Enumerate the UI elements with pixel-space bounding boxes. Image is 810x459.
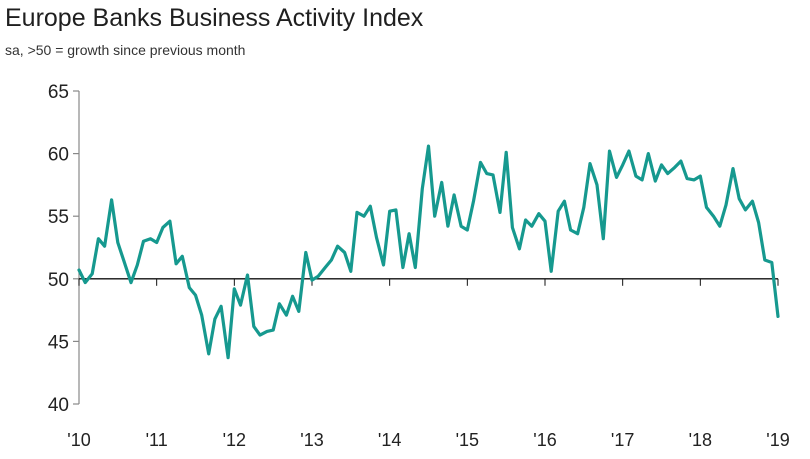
x-tick-label: '15 [456, 430, 479, 450]
x-tick-label: '18 [689, 430, 712, 450]
y-tick-label: 55 [48, 207, 69, 228]
y-tick-label: 40 [48, 395, 69, 416]
x-tick-label: '10 [67, 430, 90, 450]
y-tick-label: 50 [48, 270, 69, 291]
x-axis: '10 '11 '12 '13 '14 '15 '16 '17 '18 '19 [67, 278, 790, 450]
x-tick-label: '11 [146, 430, 168, 450]
series-line [77, 144, 780, 360]
y-tick-label: 60 [48, 145, 69, 166]
y-tick-label: 45 [48, 332, 69, 353]
y-tick-label: 65 [48, 82, 69, 103]
chart-subtitle: sa, >50 = growth since previous month [5, 42, 246, 58]
x-tick-label: '17 [611, 430, 634, 450]
x-tick-label: '13 [300, 430, 323, 450]
x-tick-label: '14 [378, 430, 401, 450]
chart-title: Europe Banks Business Activity Index [5, 4, 424, 32]
x-tick-label: '19 [766, 430, 789, 450]
series-group [77, 144, 780, 360]
y-axis: 40 45 50 55 60 65 [48, 82, 80, 416]
x-tick-label: '16 [533, 430, 556, 450]
x-tick-label: '12 [223, 430, 246, 450]
